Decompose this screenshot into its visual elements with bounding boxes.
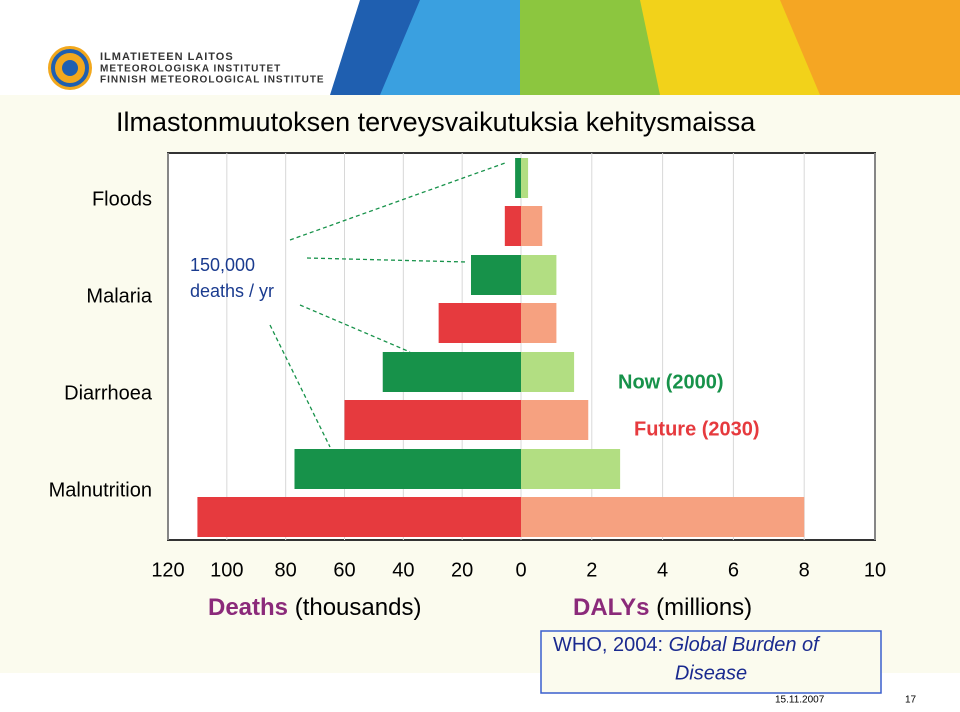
- bar: [382, 352, 521, 392]
- source: WHO, 2004: Global Burden of: [553, 634, 821, 656]
- x-axis-label-main: Deaths: [208, 594, 288, 621]
- x-axis-label-unit: (thousands): [295, 594, 422, 621]
- bar: [197, 497, 521, 537]
- source-text: WHO, 2004:: [553, 634, 663, 656]
- source-box: [540, 630, 882, 694]
- x-tick-label: 4: [657, 559, 668, 581]
- bar: [438, 303, 521, 343]
- bars: [197, 158, 805, 537]
- category-label: Malaria: [86, 285, 152, 307]
- x-tick-label: 0: [515, 559, 526, 581]
- category-label: Diarrhoea: [64, 382, 153, 404]
- x-tick-label: 6: [728, 559, 739, 581]
- org-line: ILMATIETEEN LAITOS: [100, 51, 234, 63]
- org-line: METEOROLOGISKA INSTITUTET: [100, 64, 281, 75]
- annotation: 150,000: [190, 255, 255, 275]
- bar: [470, 255, 521, 295]
- x-tick-label: 2: [586, 559, 597, 581]
- bar: [521, 400, 589, 440]
- x-axis-label-main: DALYs: [573, 594, 649, 621]
- callout-lines: [269, 162, 506, 448]
- bar: [521, 352, 575, 392]
- category-label: Malnutrition: [49, 479, 152, 501]
- org-line: FINNISH METEOROLOGICAL INSTITUTE: [100, 75, 325, 86]
- decor-stripes: [330, 0, 960, 95]
- page-number: 17: [905, 695, 917, 706]
- bar: [521, 449, 621, 489]
- x-axis-label-unit: (millions): [656, 594, 752, 621]
- footer-date: 15.11.2007: [775, 695, 825, 706]
- legend-label: Future (2030): [634, 418, 760, 440]
- x-tick-label: 100: [210, 559, 243, 581]
- x-axis-label: Deaths (thousands): [208, 594, 421, 621]
- source-title-wrap: Disease: [675, 662, 747, 684]
- bar: [504, 206, 521, 246]
- bar: [344, 400, 521, 440]
- bar: [521, 206, 543, 246]
- bar: [521, 497, 805, 537]
- category-label: Floods: [92, 188, 152, 210]
- x-tick-label: 60: [333, 559, 355, 581]
- source-title: Global Burden of: [669, 634, 822, 656]
- x-axis-label: DALYs (millions): [573, 594, 752, 621]
- x-tick-label: 120: [151, 559, 184, 581]
- legend-label: Now (2000): [618, 371, 724, 393]
- x-tick-label: 8: [799, 559, 810, 581]
- bar: [515, 158, 521, 198]
- slide-title: Ilmastonmuutoksen terveysvaikutuksia keh…: [116, 107, 756, 137]
- annotation: deaths / yr: [190, 281, 274, 301]
- bar: [521, 303, 557, 343]
- x-tick-label: 10: [864, 559, 886, 581]
- x-tick-label: 80: [275, 559, 297, 581]
- x-tick-label: 40: [392, 559, 414, 581]
- bar: [294, 449, 521, 489]
- logo: [48, 46, 92, 90]
- bar: [521, 158, 529, 198]
- bar: [521, 255, 557, 295]
- x-tick-label: 20: [451, 559, 473, 581]
